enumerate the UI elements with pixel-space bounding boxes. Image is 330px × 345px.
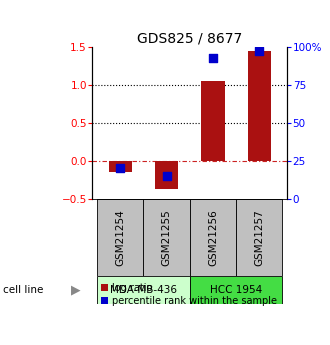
Bar [236, 199, 282, 276]
Bar [248, 51, 271, 161]
Bar [190, 199, 236, 276]
Title: GDS825 / 8677: GDS825 / 8677 [137, 32, 242, 46]
Text: GSM21255: GSM21255 [162, 209, 172, 266]
Bar [155, 161, 178, 189]
Point [210, 55, 215, 60]
Bar [109, 161, 132, 172]
Bar [201, 81, 224, 161]
Text: GSM21254: GSM21254 [115, 209, 125, 266]
Text: ▶: ▶ [71, 283, 81, 296]
Bar [97, 199, 143, 276]
Bar [144, 199, 190, 276]
Text: MDA-MB-436: MDA-MB-436 [110, 285, 177, 295]
Text: cell line: cell line [3, 285, 44, 295]
Bar [97, 276, 190, 304]
Point [117, 166, 123, 171]
Bar [190, 276, 282, 304]
Text: GSM21257: GSM21257 [254, 209, 264, 266]
Text: GSM21256: GSM21256 [208, 209, 218, 266]
Text: HCC 1954: HCC 1954 [210, 285, 262, 295]
Point [257, 49, 262, 54]
Legend: log ratio, percentile rank within the sample: log ratio, percentile rank within the sa… [101, 283, 277, 306]
Point [164, 173, 169, 179]
